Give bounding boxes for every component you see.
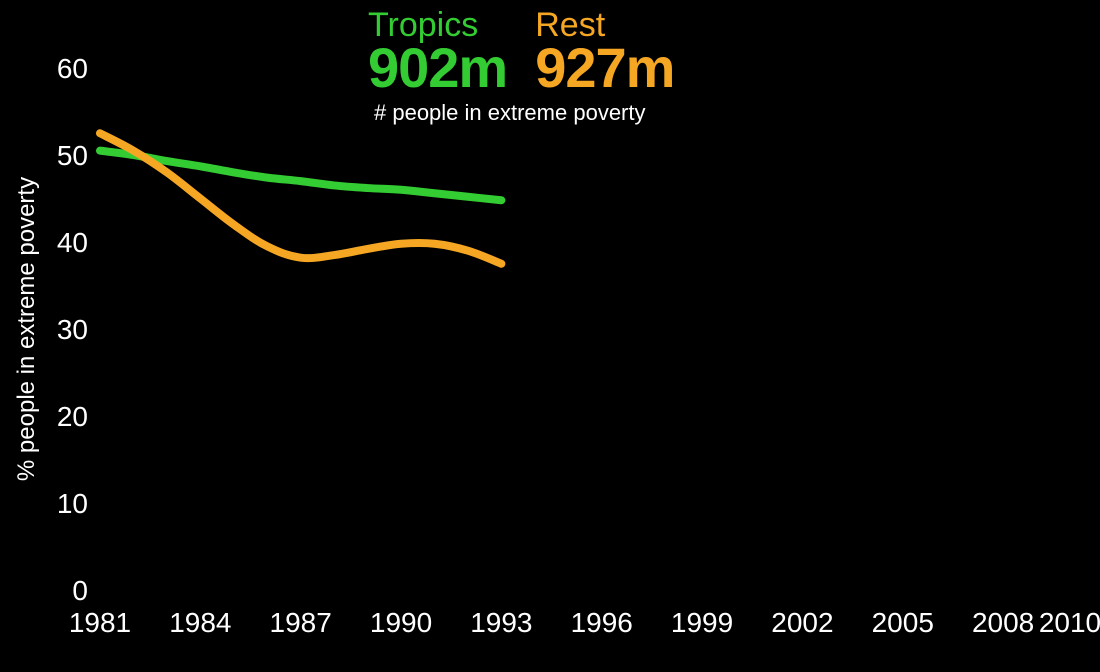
x-tick-label: 2005 (872, 607, 934, 638)
legend-rest: Rest 927m (535, 8, 674, 96)
x-tick-label: 2010 (1039, 607, 1100, 638)
x-tick-label: 2008 (972, 607, 1034, 638)
legend-row: Tropics 902m Rest 927m (368, 8, 828, 96)
x-tick-label: 1990 (370, 607, 432, 638)
x-tick-label: 1981 (69, 607, 131, 638)
poverty-chart: 0 10 20 30 40 50 60 % people in extreme poverty… (0, 0, 1100, 672)
y-tick-label: 20 (57, 401, 88, 432)
y-tick-label: 0 (72, 575, 88, 606)
legend-rest-value: 927m (535, 40, 674, 96)
legend-tropics-value: 902m (368, 40, 507, 96)
y-tick-label: 10 (57, 488, 88, 519)
x-tick-label: 2002 (771, 607, 833, 638)
series-rest (100, 133, 501, 264)
series-tropics (100, 151, 501, 201)
legend: Tropics 902m Rest 927m # people in extre… (368, 8, 828, 126)
x-tick-label: 1999 (671, 607, 733, 638)
x-tick-label: 1996 (571, 607, 633, 638)
y-axis-label: % people in extreme poverty (13, 177, 40, 481)
x-tick-label: 1984 (169, 607, 231, 638)
y-tick-label: 30 (57, 314, 88, 345)
x-tick-label: 1987 (270, 607, 332, 638)
y-tick-label: 60 (57, 53, 88, 84)
legend-caption: # people in extreme poverty (374, 100, 828, 126)
legend-tropics: Tropics 902m (368, 8, 507, 96)
x-tick-label: 1993 (470, 607, 532, 638)
y-tick-label: 40 (57, 227, 88, 258)
y-tick-label: 50 (57, 140, 88, 171)
